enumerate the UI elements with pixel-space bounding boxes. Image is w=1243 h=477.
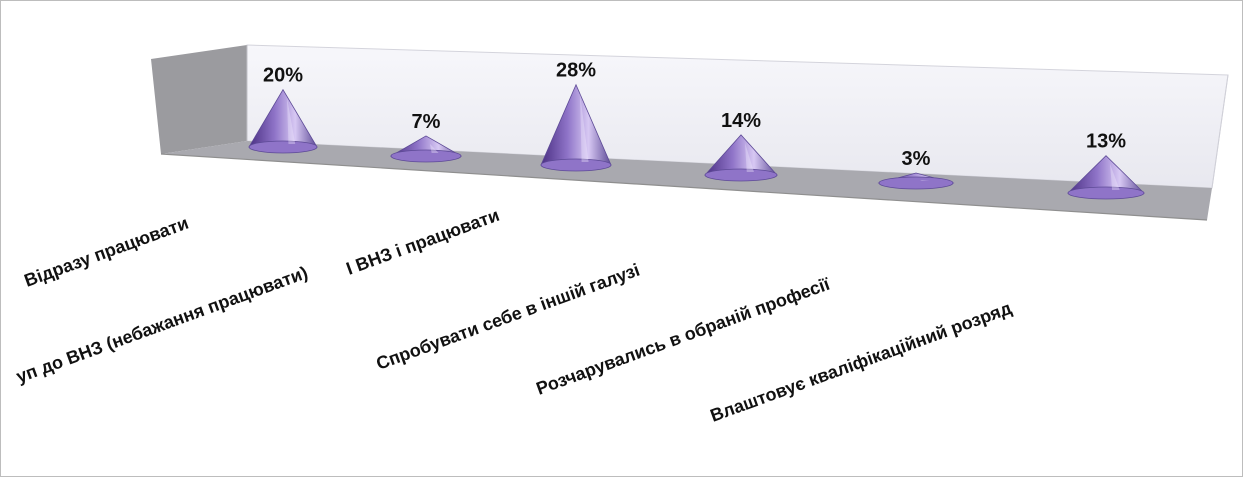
series-cones [248, 83, 1145, 200]
cone-base-5 [878, 176, 954, 190]
cone-group-1 [248, 88, 318, 154]
cone-highlight-2 [430, 143, 439, 153]
cone-highlight-6 [1110, 163, 1120, 190]
cone-group-2 [389, 135, 463, 163]
category-label-2: уп до ВНЗ (небажання працювати) [14, 262, 311, 386]
left-side-wall [151, 45, 247, 154]
floor-front-edge [160, 153, 1208, 221]
cone-group-5 [877, 172, 955, 190]
cone-highlight-1 [287, 97, 296, 144]
value-labels: 20% 7% 28% 14% 3% 13% [263, 60, 1126, 170]
wall-right-edge [1211, 74, 1229, 189]
cone-base-6 [1067, 186, 1145, 200]
cone-highlight-4 [745, 142, 754, 172]
cone-base-2 [390, 149, 462, 163]
cone-group-4 [704, 134, 778, 182]
value-label-6: 13% [1086, 131, 1126, 153]
category-label-1: Відразу працювати [22, 213, 192, 291]
cone-group-6 [1067, 155, 1145, 200]
cone-highlight-3 [580, 92, 589, 162]
value-label-5: 3% [902, 148, 931, 170]
value-label-1: 20% [263, 65, 303, 87]
value-label-2: 7% [412, 111, 441, 133]
cone-group-3 [540, 83, 612, 172]
value-label-4: 14% [721, 110, 761, 132]
cone-base-1 [248, 140, 318, 154]
plot-frame [151, 44, 1229, 221]
cone-base-4 [704, 168, 778, 182]
cone-base-3 [540, 158, 612, 172]
category-label-3: І ВНЗ і працювати [344, 205, 502, 279]
value-label-3: 28% [556, 60, 596, 82]
cone-highlight-5 [920, 180, 930, 181]
